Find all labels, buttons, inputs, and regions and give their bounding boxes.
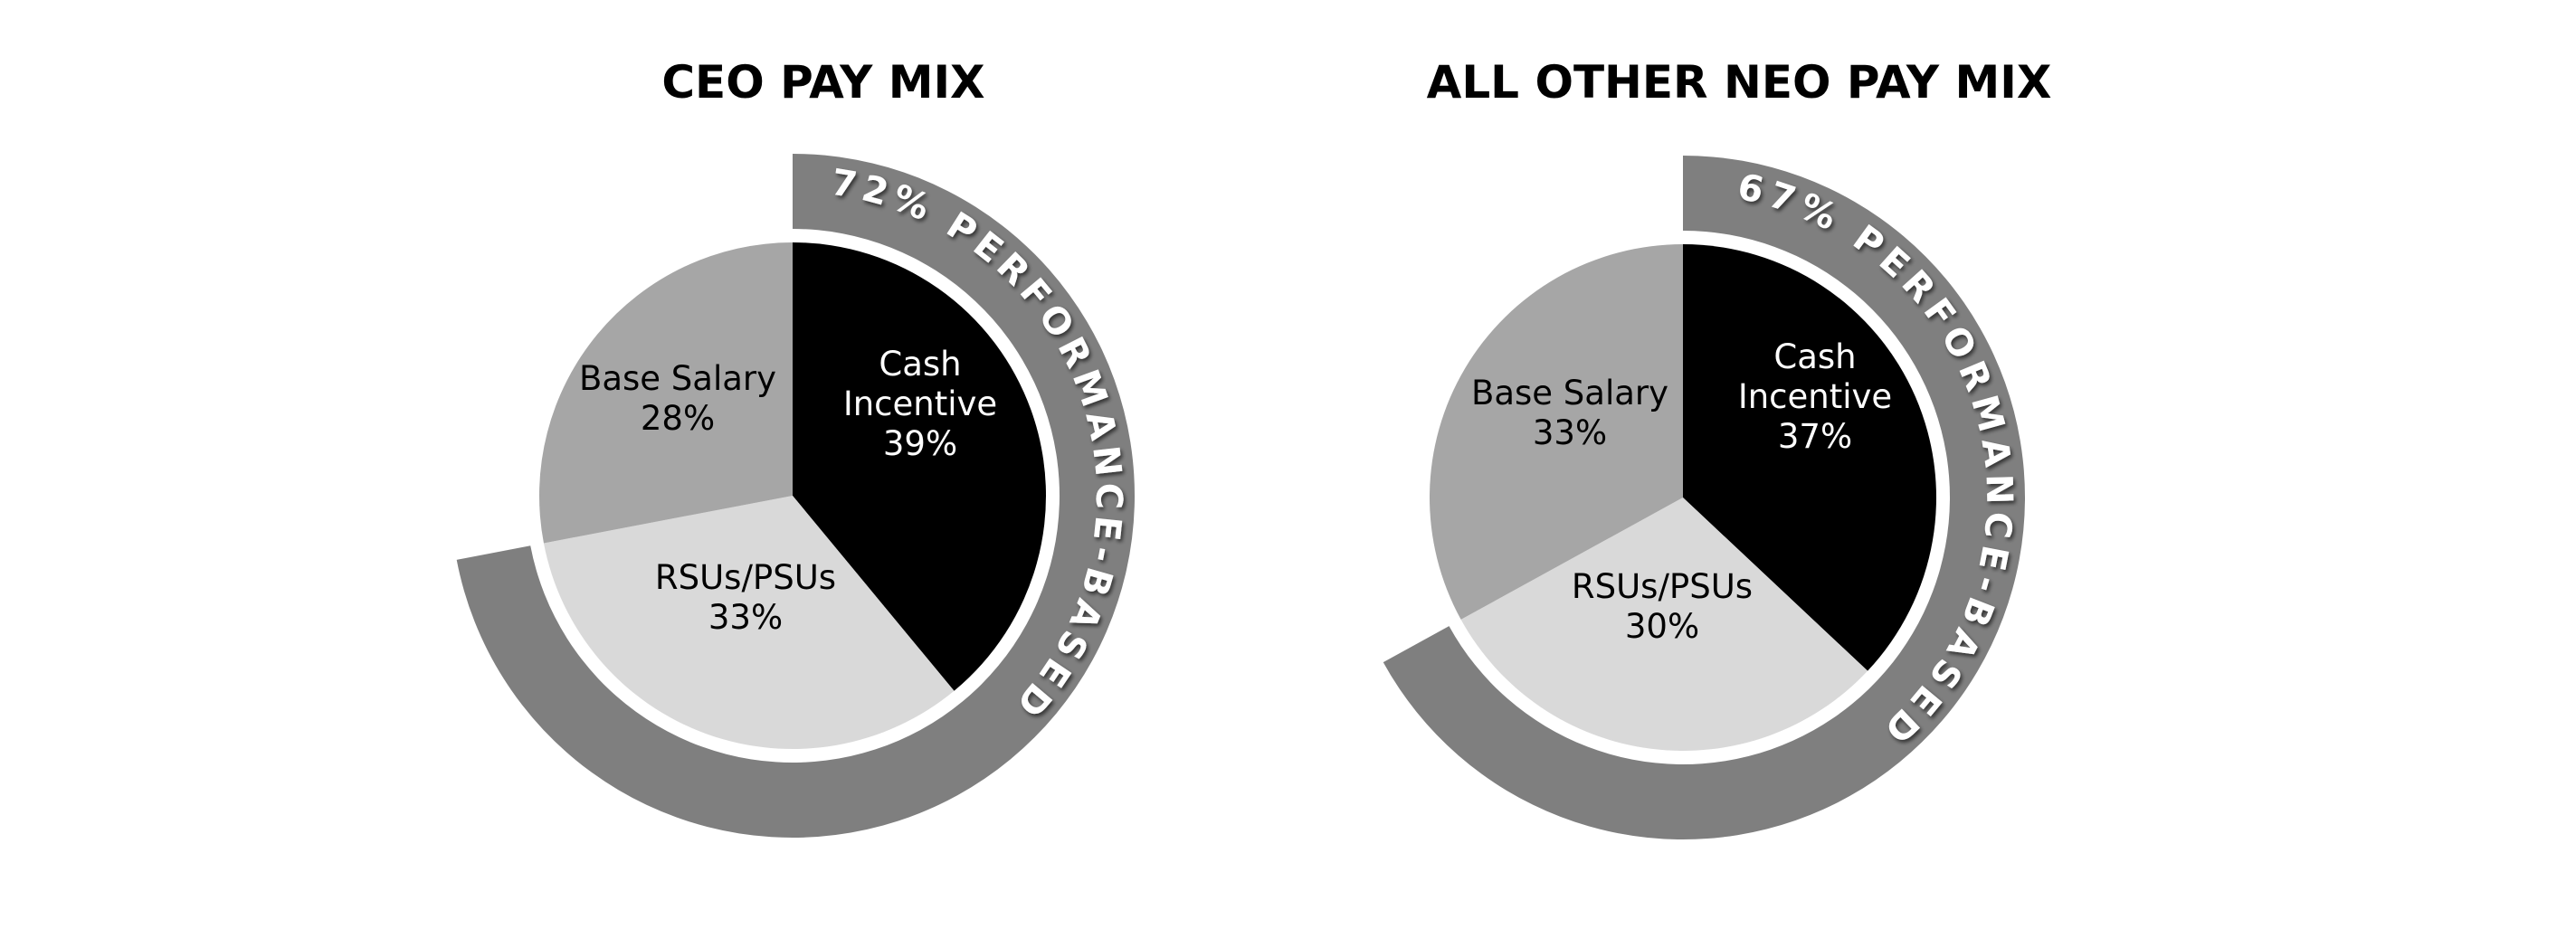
slice-value: 39% xyxy=(883,424,957,463)
pie-slice-base-salary xyxy=(539,242,793,544)
slice-label: Base Salary 33% xyxy=(1471,374,1668,452)
chart-title: ALL OTHER NEO PAY MIX xyxy=(1427,56,2052,109)
chart-title: CEO PAY MIX xyxy=(661,56,984,109)
slice-value: 37% xyxy=(1778,417,1852,456)
slice-label: RSUs/PSUs 30% xyxy=(1572,567,1753,646)
pie-slice-cash-incentive xyxy=(793,242,1047,691)
pie-slice-base-salary xyxy=(1430,243,1683,620)
slice-value: 30% xyxy=(1625,607,1699,646)
pie-slice-rsus-psus xyxy=(543,496,955,749)
pie-slice-rsus-psus xyxy=(1460,498,1868,752)
slice-label: Base Salary 28% xyxy=(579,359,776,438)
slice-value: 33% xyxy=(708,598,783,637)
slice-label: RSUs/PSUs 33% xyxy=(655,558,836,637)
pie-slice-cash-incentive xyxy=(1683,244,1936,671)
slice-label: Cash Incentive 37% xyxy=(1738,337,1892,456)
slice-label: Cash Incentive 39% xyxy=(843,345,997,463)
slice-value: 28% xyxy=(641,399,715,438)
slice-value: 33% xyxy=(1533,413,1607,452)
